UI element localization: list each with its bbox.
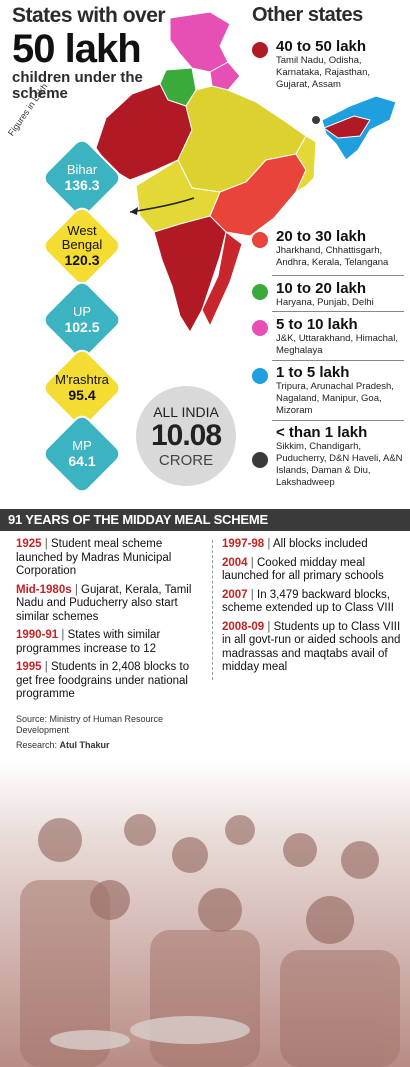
timeline-text: Cooked midday meal launched for all prim…	[222, 556, 384, 583]
legend-states: Sikkim, Chandigarh, Puducherry, D&N Have…	[276, 441, 403, 488]
map-region-south-tip	[201, 231, 243, 328]
timeline-year: 1990-91	[16, 629, 59, 641]
legend-range: 1 to 5 lakh	[276, 364, 350, 381]
map-region-assam-red	[322, 115, 371, 139]
legend-dot	[252, 452, 268, 468]
state-diamond-maharashtra: M'rashtra 95.4	[39, 345, 125, 431]
all-india-unit: CRORE	[158, 451, 214, 469]
map-region-uttarakhand-pink	[209, 61, 241, 91]
map-region-south-red	[153, 215, 227, 333]
legend-dot	[252, 232, 268, 248]
legend-divider	[272, 360, 404, 361]
research-credit: Research: Atul Thakur	[16, 740, 110, 750]
timeline-event: 1997-98 | All blocks included	[222, 538, 368, 550]
legend-item: 1 to 5 lakh Tripura, Arunachal Pradesh, …	[252, 364, 404, 417]
state-name: MP	[72, 438, 92, 453]
timeline-year: 2008-09	[222, 620, 265, 633]
map-infographic: States with over 50 lakh children under …	[0, 0, 410, 500]
timeline-year: Mid-1980s	[16, 583, 72, 596]
timeline-text: Student meal scheme launched by Madras M…	[16, 538, 172, 577]
timeline-text: Gujarat, Kerala, Tamil Nadu and Puducher…	[16, 583, 192, 623]
timeline-year: 1997-98	[222, 538, 265, 550]
timeline-year: 2004	[222, 556, 248, 569]
state-diamond-west-bengal: West Bengal 120.3	[39, 203, 125, 289]
research-label: Research:	[16, 740, 58, 750]
legend-states: Tamil Nadu, Odisha, Karnataka, Rajasthan…	[276, 55, 371, 90]
state-value: 120.3	[64, 252, 100, 268]
timeline-event: 1925 | Student meal scheme launched by M…	[16, 538, 172, 577]
legend-states: Haryana, Punjab, Delhi	[276, 297, 374, 308]
legend-divider	[272, 420, 404, 421]
legend-item: 40 to 50 lakh Tamil Nadu, Odisha, Karnat…	[252, 38, 404, 91]
legend-range: 40 to 50 lakh	[276, 38, 367, 55]
source-note: Source: Ministry of Human Resource Devel…	[16, 714, 164, 735]
legend-item: 10 to 20 lakh Haryana, Punjab, Delhi	[252, 280, 404, 309]
all-india-label: ALL INDIA	[153, 403, 219, 420]
legend-item: 20 to 30 lakh Jharkhand, Chhattisgarh, A…	[252, 228, 404, 269]
map-region-north-pink	[169, 11, 231, 73]
state-name: Bihar	[66, 162, 98, 177]
legend-item: < than 1 lakh Sikkim, Chandigarh, Puduch…	[252, 424, 404, 489]
timeline-text: Students up to Class VIII in all govt-ru…	[222, 620, 401, 674]
legend-dot	[252, 42, 268, 58]
state-diamond-up: UP 102.5	[39, 277, 125, 363]
right-heading: Other states	[252, 4, 363, 26]
legend-range: 5 to 10 lakh	[276, 316, 358, 333]
timeline-text: Students in 2,408 blocks to get free foo…	[16, 661, 190, 700]
legend-item: 5 to 10 lakh J&K, Uttarakhand, Himachal,…	[252, 316, 404, 357]
all-india-value: 10.08	[150, 418, 222, 452]
india-map	[95, 11, 397, 333]
map-region-sikkim-dark	[312, 116, 320, 124]
state-name: West Bengal	[61, 223, 103, 252]
timeline-text: All blocks included	[272, 538, 368, 550]
legend-dot	[252, 320, 268, 336]
state-name: UP	[72, 304, 92, 319]
timeline-year: 1995	[16, 661, 42, 673]
timeline-event: 2008-09 | Students up to Class VIII in a…	[222, 620, 401, 674]
left-heading-big: 50 lakh	[12, 27, 142, 71]
state-diamond-mp: MP 64.1	[39, 411, 125, 497]
timeline-event: 2007 | In 3,479 backward blocks, scheme …	[222, 588, 394, 615]
left-heading-sub: children under the scheme	[12, 69, 143, 102]
all-india-badge: ALL INDIA 10.08 CRORE	[136, 386, 236, 486]
state-name: M'rashtra	[55, 372, 109, 387]
map-region-bengal-yellow	[294, 135, 317, 194]
legend-range: < than 1 lakh	[276, 424, 368, 441]
state-value: 102.5	[64, 319, 100, 335]
children-photo	[0, 760, 410, 1067]
research-name: Atul Thakur	[59, 740, 110, 750]
state-value: 136.3	[64, 177, 100, 193]
legend-dot	[252, 368, 268, 384]
legend-states: Tripura, Arunachal Pradesh, Nagaland, Ma…	[276, 381, 394, 416]
timeline-event: 2004 | Cooked midday meal launched for a…	[222, 556, 384, 583]
left-heading-line1: States with over	[12, 4, 166, 27]
state-value: 64.1	[68, 453, 96, 469]
timeline-title: 91 YEARS OF THE MIDDAY MEAL SCHEME	[0, 509, 410, 531]
legend-range: 10 to 20 lakh	[276, 280, 367, 297]
map-arrow-head	[130, 207, 138, 215]
legend-dot	[252, 284, 268, 300]
legend-states: J&K, Uttarakhand, Himachal, Meghalaya	[276, 333, 398, 356]
timeline-text: In 3,479 backward blocks, scheme extende…	[222, 588, 394, 615]
legend-range: 20 to 30 lakh	[276, 228, 367, 245]
map-region-east-red	[209, 153, 307, 237]
timeline-right: 1997-98 | All blocks included 2004 | Coo…	[222, 538, 404, 680]
timeline-year: 1925	[16, 538, 42, 550]
timeline-divider	[212, 540, 213, 680]
timeline-event: 1990-91 | States with similar programmes…	[16, 629, 161, 655]
timeline-text: States with similar programmes increase …	[16, 629, 161, 655]
legend-divider	[272, 311, 404, 312]
legend-states: Jharkhand, Chhattisgarh, Andhra, Kerala,…	[276, 245, 389, 268]
timeline-left: 1925 | Student meal scheme launched by M…	[16, 538, 204, 707]
state-diamond-bihar: Bihar 136.3	[39, 135, 125, 221]
timeline-year: 2007	[222, 588, 248, 601]
left-heading: States with over 50 lakh children under …	[12, 4, 202, 102]
timeline-event: 1995 | Students in 2,408 blocks to get f…	[16, 661, 190, 700]
legend-divider	[272, 275, 404, 276]
timeline-event: Mid-1980s | Gujarat, Kerala, Tamil Nadu …	[16, 583, 192, 623]
state-value: 95.4	[68, 387, 96, 403]
